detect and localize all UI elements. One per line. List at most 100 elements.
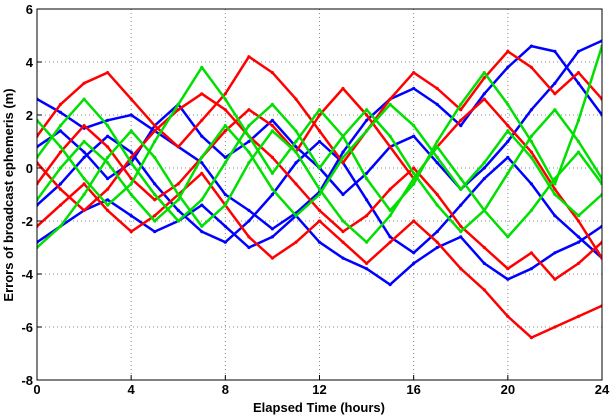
series-point — [529, 44, 534, 48]
series-point — [388, 208, 392, 212]
series-point — [317, 219, 322, 223]
series-point — [270, 118, 274, 122]
series-point — [247, 55, 251, 59]
series-point — [365, 171, 369, 175]
series-point — [294, 97, 298, 101]
series-point — [459, 235, 463, 239]
series-point — [459, 187, 463, 191]
series-point — [106, 198, 110, 202]
series-point — [200, 171, 204, 175]
series-point — [176, 108, 180, 112]
series-point — [176, 145, 180, 149]
y-tick-label: -4 — [21, 267, 33, 282]
series-point — [317, 108, 322, 112]
series-point — [412, 124, 416, 128]
series-point — [106, 118, 110, 122]
series-point — [270, 187, 274, 191]
series-point — [58, 150, 63, 154]
series-point — [294, 182, 298, 186]
series-point — [129, 150, 133, 154]
series-point — [506, 235, 510, 239]
series-point — [129, 155, 133, 159]
series-point — [576, 118, 581, 122]
series-point — [482, 76, 486, 80]
series-point — [412, 86, 416, 91]
series-point — [388, 235, 392, 239]
series-point — [341, 134, 345, 138]
series-point — [576, 150, 581, 154]
series-point — [200, 118, 204, 122]
series-point — [294, 150, 298, 154]
series-point — [58, 166, 63, 170]
series-point — [153, 182, 157, 186]
series-point — [553, 277, 557, 281]
series-point — [106, 71, 110, 75]
series-point — [82, 177, 86, 181]
series-point — [200, 65, 204, 69]
series-point — [200, 224, 204, 228]
series-point — [247, 208, 251, 212]
series-point — [270, 235, 274, 239]
series-point — [506, 277, 510, 281]
series-point — [153, 230, 157, 234]
series-point — [294, 161, 298, 165]
series-point — [223, 224, 227, 228]
series-point — [82, 81, 86, 85]
series-point — [247, 124, 251, 128]
plot-area — [37, 39, 602, 340]
series-point — [294, 139, 298, 144]
series-point — [129, 214, 133, 218]
series-point — [82, 139, 86, 144]
series-layer — [37, 39, 602, 340]
series-point — [529, 155, 534, 159]
series-point — [365, 198, 369, 202]
series-point — [341, 155, 345, 159]
series-point — [153, 155, 157, 159]
y-tick-label: 6 — [26, 2, 33, 17]
series-point — [317, 192, 322, 197]
series-point — [576, 139, 581, 144]
series-point — [459, 267, 463, 271]
series-point — [270, 155, 274, 159]
series-point — [388, 214, 392, 218]
series-point — [576, 214, 581, 218]
series-point — [388, 240, 392, 244]
series-point — [106, 134, 110, 138]
series-point — [459, 203, 463, 207]
series-point — [388, 187, 392, 191]
series-point — [529, 134, 534, 138]
series-point — [247, 245, 251, 250]
series-point — [506, 124, 510, 128]
y-axis-label: Errors of broadcast ephemeris (m) — [1, 88, 16, 301]
series-point — [459, 230, 463, 234]
series-point — [482, 288, 486, 292]
series-point — [247, 235, 251, 239]
series-point — [82, 97, 86, 101]
x-tick-label: 12 — [312, 382, 326, 397]
series-point — [435, 230, 439, 234]
series-point — [129, 97, 133, 101]
series-point — [176, 102, 180, 106]
series-point — [153, 219, 157, 223]
series-point — [341, 219, 345, 223]
series-point — [365, 113, 369, 117]
series-point — [576, 240, 581, 244]
series-point — [82, 182, 86, 186]
series-point — [58, 224, 63, 228]
series-point — [223, 240, 227, 244]
series-point — [576, 261, 581, 265]
series-point — [200, 198, 204, 202]
series-point — [506, 155, 510, 159]
y-tick-label: 4 — [26, 55, 34, 70]
series-point — [553, 214, 557, 218]
series-point — [176, 208, 180, 212]
series-point — [341, 192, 345, 197]
series-point — [176, 192, 180, 197]
series-point — [553, 187, 557, 191]
series-point — [317, 208, 322, 212]
series-point — [270, 102, 274, 106]
series-point — [482, 261, 486, 265]
series-point — [506, 314, 510, 318]
